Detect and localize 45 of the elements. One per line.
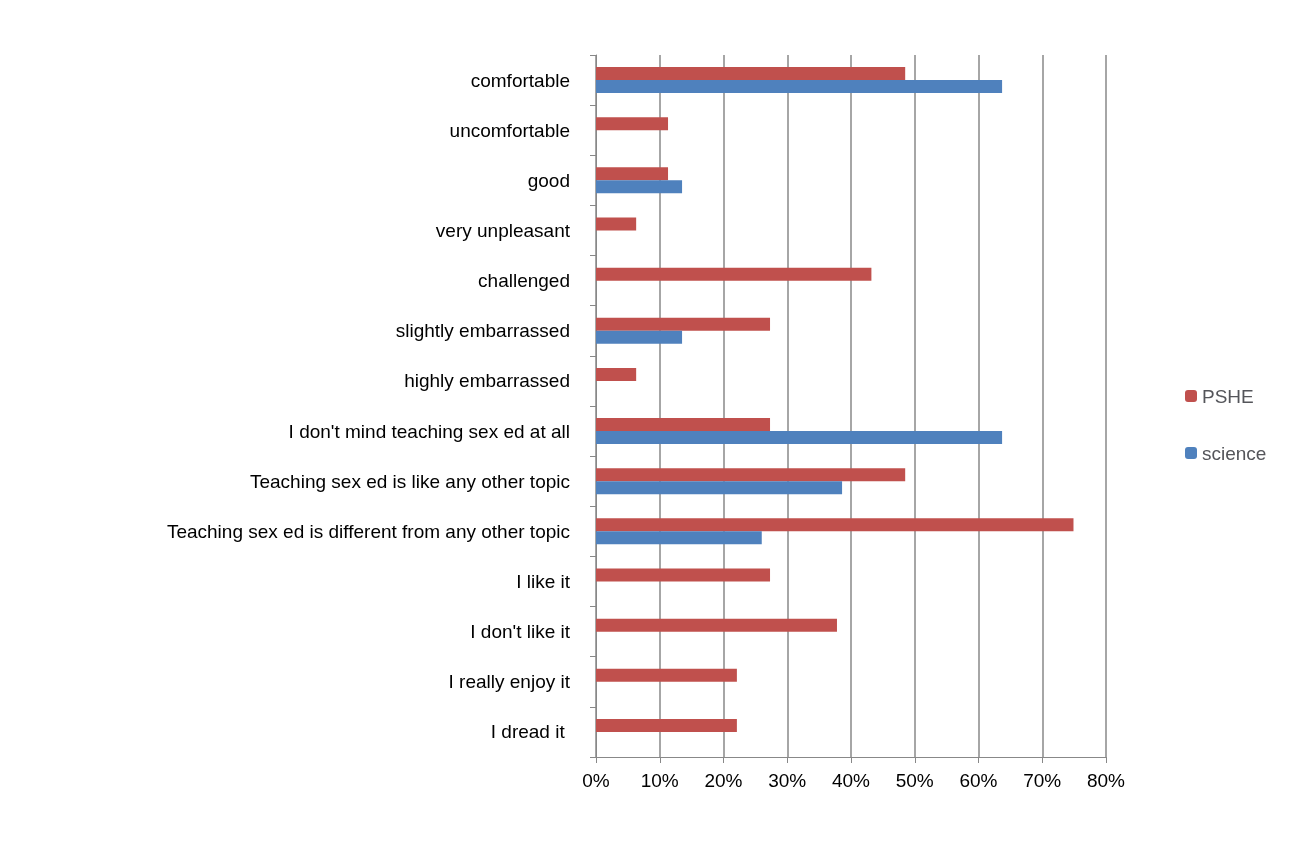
y-tick-label: I really enjoy it <box>448 671 571 693</box>
x-tick-label: 70% <box>1023 770 1062 791</box>
x-tick-label: 60% <box>959 770 998 791</box>
bar <box>596 67 906 81</box>
bar <box>596 180 683 194</box>
x-tick-label: 80% <box>1086 770 1126 791</box>
bar <box>596 217 637 231</box>
y-tick-label: I dread it <box>490 721 570 743</box>
x-tick-label: 10% <box>640 770 679 791</box>
y-tick-label: uncomfortable <box>449 119 570 141</box>
y-tick-label: comfortable <box>470 69 570 91</box>
bar <box>596 117 669 131</box>
bar <box>596 317 771 331</box>
y-tick-label: slightly embarrassed <box>395 320 570 342</box>
y-tick-label: I like it <box>516 571 571 592</box>
bar <box>596 330 683 344</box>
bar <box>596 167 669 181</box>
y-tick-label: I don't like it <box>470 621 571 643</box>
legend-label: PSHE <box>1202 385 1254 407</box>
x-tick-label: 20% <box>704 770 743 791</box>
bar <box>596 618 837 632</box>
bar <box>596 481 843 495</box>
bar <box>596 367 637 381</box>
bar <box>596 718 737 732</box>
bar <box>596 531 762 545</box>
y-tick-label: Teaching sex ed is like any other topic <box>249 470 570 492</box>
bar <box>596 431 1003 445</box>
bar <box>596 468 906 482</box>
x-tick-label: 40% <box>831 770 871 791</box>
bar <box>596 267 872 281</box>
bar <box>596 80 1003 94</box>
bar <box>596 418 771 432</box>
bar <box>596 518 1074 532</box>
x-tick-label: 50% <box>895 770 934 791</box>
bar <box>596 668 737 682</box>
y-tick-label: Teaching sex ed is different from any other topic <box>166 520 570 542</box>
y-tick-label: I don't mind teaching sex ed at all <box>288 420 570 442</box>
x-tick-label: 0% <box>582 770 610 791</box>
y-tick-label: good <box>527 169 570 191</box>
y-tick-label: challenged <box>478 270 570 292</box>
bar <box>596 568 771 582</box>
x-tick-label: 30% <box>768 770 807 791</box>
y-tick-label: highly embarrassed <box>404 370 570 392</box>
y-tick-label: very unpleasant <box>435 220 571 241</box>
legend-label: science <box>1202 442 1267 464</box>
